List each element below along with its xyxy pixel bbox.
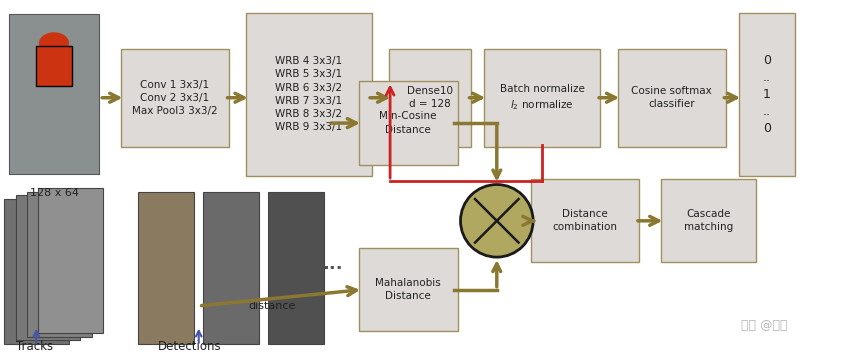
FancyBboxPatch shape <box>531 179 639 262</box>
Ellipse shape <box>39 32 69 54</box>
FancyBboxPatch shape <box>484 49 600 147</box>
FancyBboxPatch shape <box>618 49 726 147</box>
Text: Cosine softmax
classifier: Cosine softmax classifier <box>632 86 712 109</box>
Text: 128 x 64: 128 x 64 <box>29 188 79 198</box>
FancyBboxPatch shape <box>359 248 458 331</box>
Text: Detections: Detections <box>158 340 222 353</box>
FancyBboxPatch shape <box>739 13 795 176</box>
Ellipse shape <box>461 185 533 257</box>
FancyBboxPatch shape <box>389 49 471 147</box>
Text: Tracks: Tracks <box>16 340 53 353</box>
Text: Conv 1 3x3/1
Conv 2 3x3/1
Max Pool3 3x3/2: Conv 1 3x3/1 Conv 2 3x3/1 Max Pool3 3x3/… <box>132 80 218 116</box>
Text: Distance
combination: Distance combination <box>553 209 618 232</box>
FancyBboxPatch shape <box>16 195 80 340</box>
Text: 知乎 @黄浴: 知乎 @黄浴 <box>741 319 788 332</box>
Text: distance: distance <box>249 301 295 311</box>
FancyBboxPatch shape <box>9 14 99 174</box>
Text: WRB 4 3x3/1
WRB 5 3x3/1
WRB 6 3x3/2
WRB 7 3x3/1
WRB 8 3x3/2
WRB 9 3x3/1: WRB 4 3x3/1 WRB 5 3x3/1 WRB 6 3x3/2 WRB … <box>276 56 342 132</box>
Text: ...: ... <box>322 255 343 273</box>
FancyBboxPatch shape <box>268 192 324 344</box>
FancyBboxPatch shape <box>27 192 92 337</box>
FancyBboxPatch shape <box>661 179 756 262</box>
Text: Dense10
d = 128: Dense10 d = 128 <box>407 86 453 109</box>
FancyBboxPatch shape <box>36 46 73 86</box>
FancyBboxPatch shape <box>359 81 458 165</box>
Text: Cascade
matching: Cascade matching <box>683 209 734 232</box>
Text: 0
..
1
..
0: 0 .. 1 .. 0 <box>763 54 771 135</box>
FancyBboxPatch shape <box>203 192 259 344</box>
FancyBboxPatch shape <box>246 13 372 176</box>
FancyBboxPatch shape <box>4 199 69 344</box>
Text: Batch normalize
$l_2$ normalize: Batch normalize $l_2$ normalize <box>499 84 585 111</box>
Text: Min-Cosine
Distance: Min-Cosine Distance <box>379 111 437 135</box>
FancyBboxPatch shape <box>121 49 229 147</box>
FancyBboxPatch shape <box>138 192 194 344</box>
Text: Mahalanobis
Distance: Mahalanobis Distance <box>375 278 442 301</box>
FancyBboxPatch shape <box>38 188 103 333</box>
